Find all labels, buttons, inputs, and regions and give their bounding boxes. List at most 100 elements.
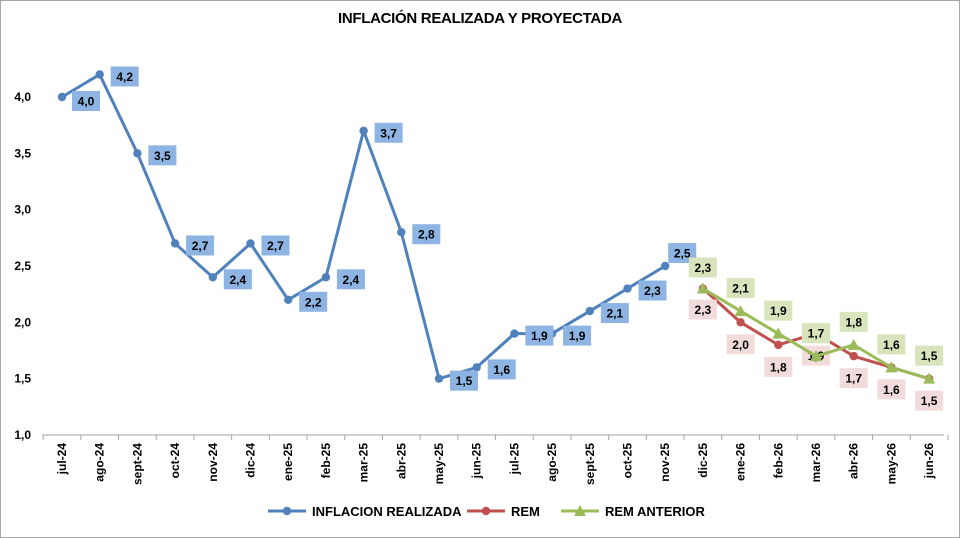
x-tick-label: sept-25 — [583, 443, 597, 485]
data-label-text: 2,2 — [305, 295, 322, 309]
data-label-box — [726, 334, 755, 355]
data-point-marker — [321, 273, 331, 282]
data-label: 1,9 — [563, 325, 592, 346]
series-inflacion-realizada: 4,0 4,2 3,5 2,7 2,4 2,7 2,2 2,4 3,7 2,8 1,5 1,6 1,9 1… — [57, 66, 697, 391]
data-label: 2,7 — [261, 235, 290, 256]
data-label-text: 2,3 — [644, 284, 661, 298]
data-label: 2,3 — [688, 257, 717, 278]
data-point-marker — [170, 239, 180, 248]
data-label-text: 2,3 — [695, 303, 712, 317]
data-label-box — [802, 323, 830, 344]
x-tick-label: may-25 — [432, 443, 446, 485]
data-label-text: 1,7 — [845, 372, 862, 386]
data-label-box — [487, 359, 516, 380]
data-point-marker — [923, 372, 936, 384]
x-tick-label: abr-25 — [394, 443, 408, 479]
data-label: 4,2 — [110, 66, 139, 87]
legend-label: REM — [511, 504, 540, 519]
data-label-text: 2,1 — [606, 307, 623, 321]
data-label: 1,9 — [764, 300, 793, 321]
data-point-marker — [696, 282, 709, 294]
data-label: 2,4 — [223, 269, 252, 290]
data-point-marker — [208, 273, 217, 282]
data-label-box — [223, 269, 252, 290]
data-label: 3,5 — [148, 145, 177, 166]
data-label: 1,7 — [839, 368, 868, 389]
data-point-marker — [95, 70, 104, 79]
data-label-box — [110, 66, 139, 87]
data-label-box — [688, 257, 717, 278]
data-label-box — [186, 235, 215, 256]
data-label-text: 4,0 — [78, 95, 95, 109]
y-tick-label: 4,0 — [14, 90, 31, 104]
data-label-box — [915, 345, 944, 366]
data-label-text: 3,7 — [380, 126, 397, 140]
data-label-box — [299, 291, 328, 312]
y-tick-label: 2,0 — [14, 315, 31, 329]
data-label: 3,7 — [374, 122, 403, 143]
data-label-text: 2,8 — [418, 228, 435, 242]
data-label-box — [261, 235, 290, 256]
data-point-marker — [623, 284, 632, 293]
data-label: 2,3 — [688, 299, 717, 320]
data-label: 2,8 — [412, 224, 441, 245]
data-label: 1,7 — [802, 323, 830, 344]
data-label: 2,4 — [336, 269, 365, 290]
data-label: 2,0 — [726, 334, 755, 355]
y-tick-label: 2,5 — [14, 259, 31, 273]
data-label: 2,1 — [726, 278, 755, 299]
x-tick-label: ene-25 — [281, 443, 295, 481]
data-point-marker — [133, 149, 142, 158]
data-label: 1,5 — [450, 370, 478, 391]
data-label-box — [600, 303, 629, 324]
data-label-text: 2,5 — [674, 247, 691, 261]
x-tick-label: may-26 — [884, 443, 898, 485]
x-tick-label: jul-24 — [55, 443, 69, 476]
data-point-marker — [57, 92, 67, 102]
x-tick-label: abr-26 — [847, 443, 861, 479]
data-label-text: 1,7 — [808, 327, 825, 341]
data-label: 1,6 — [877, 379, 906, 400]
data-point-marker — [774, 340, 783, 350]
data-label: 1,5 — [915, 390, 944, 411]
data-label-text: 3,5 — [154, 149, 171, 163]
x-tick-label: oct-25 — [621, 443, 635, 479]
data-label: 1,9 — [525, 325, 554, 346]
x-tick-label: jul-25 — [507, 443, 521, 476]
data-label-text: 1,5 — [456, 374, 473, 388]
data-point-marker — [510, 329, 519, 338]
data-label: 1,6 — [487, 359, 516, 380]
x-tick-label: jun-26 — [922, 443, 936, 480]
data-label-box — [336, 269, 365, 290]
x-tick-label: ene-26 — [734, 443, 748, 481]
x-tick-label: nov-25 — [658, 443, 672, 482]
y-tick-label: 3,5 — [14, 146, 31, 160]
data-label-text: 2,7 — [267, 239, 284, 253]
data-label-box — [563, 325, 592, 346]
data-label-text: 2,7 — [192, 239, 209, 253]
data-label-text: 1,6 — [493, 363, 510, 377]
data-label-box — [688, 299, 717, 320]
data-label-box — [764, 300, 793, 321]
data-label: 1,8 — [839, 311, 868, 332]
legend-marker — [481, 506, 491, 516]
data-label-text: 1,5 — [921, 349, 938, 363]
x-tick-label: sept-24 — [130, 443, 144, 485]
data-point-marker — [472, 363, 481, 372]
x-tick-label: mar-25 — [357, 443, 371, 483]
data-label-box — [839, 311, 868, 332]
y-tick-label: 1,0 — [14, 428, 31, 442]
data-label-text: 2,4 — [343, 273, 360, 287]
data-label: 4,0 — [72, 91, 100, 111]
data-label-box — [148, 145, 177, 166]
x-tick-label: oct-24 — [168, 443, 182, 479]
data-label: 1,8 — [764, 356, 793, 377]
legend-entry: REM ANTERIOR — [561, 504, 706, 519]
legend-label: REM ANTERIOR — [605, 504, 706, 519]
legend-marker — [574, 505, 586, 516]
data-label-box — [915, 390, 944, 411]
y-tick-label: 3,0 — [14, 203, 31, 217]
data-label-box — [412, 224, 441, 245]
